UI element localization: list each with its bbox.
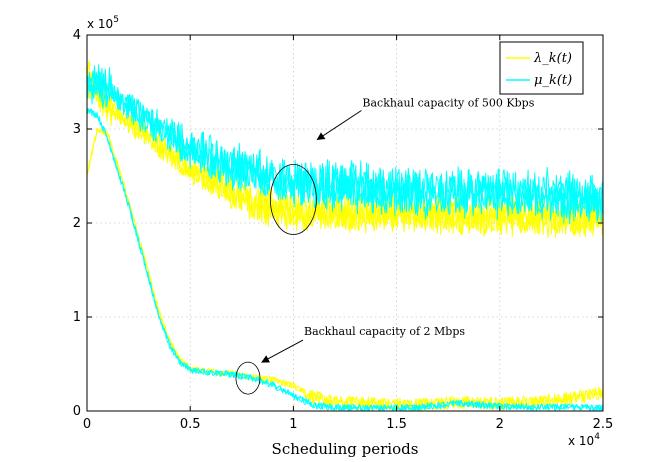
- x-tick-label: 0.5: [180, 417, 201, 432]
- x-tick-label: 1.5: [386, 417, 407, 432]
- legend: λ_k(t) μ_k(t): [499, 41, 584, 95]
- annotation-ellipse-500kbps: [269, 164, 317, 235]
- y-tick-label: 2: [73, 216, 81, 231]
- y-axis-multiplier: x 105: [87, 15, 119, 31]
- series-line-mu-500kbps: [86, 68, 604, 223]
- legend-box: [499, 41, 584, 95]
- x-tick-label: 1: [289, 417, 297, 432]
- annotations: Backhaul capacity of 500 Kbps Backhaul ca…: [235, 97, 535, 395]
- annotation-arrow-2mbps: [261, 339, 304, 363]
- y-tick-label: 0: [73, 404, 81, 419]
- x-axis-label: Scheduling periods: [272, 440, 419, 458]
- annotation-label-500kbps: Backhaul capacity of 500 Kbps: [362, 97, 534, 110]
- x-tick-label: 2: [496, 417, 504, 432]
- legend-label-lambda: λ_k(t): [533, 51, 572, 66]
- annotation-ellipse-2mbps: [235, 361, 261, 395]
- series-line-mu-2mbps: [86, 107, 604, 412]
- x-multiplier-base: x 10: [568, 434, 594, 448]
- x-tick-label: 0: [83, 417, 91, 432]
- y-tick-label: 4: [73, 28, 81, 43]
- x-axis-multiplier: x 104: [568, 432, 600, 448]
- series-group: [86, 61, 604, 412]
- x-multiplier-exponent: 4: [594, 432, 600, 442]
- y-multiplier-exponent: 5: [113, 15, 119, 25]
- axis-ticks: 0 0.5 1 1.5 2 2.5 0 1 2 3 4: [73, 28, 614, 432]
- legend-label-mu: μ_k(t): [534, 73, 572, 88]
- y-multiplier-base: x 10: [87, 17, 113, 31]
- x-tick-label: 2.5: [593, 417, 614, 432]
- y-tick-label: 3: [73, 122, 81, 137]
- y-tick-label: 1: [73, 310, 81, 325]
- series-line-lambda-2mbps: [86, 128, 604, 412]
- annotation-label-2mbps: Backhaul capacity of 2 Mbps: [304, 325, 465, 338]
- series-line-lambda-500kbps: [86, 61, 604, 239]
- annotation-arrow-500kbps: [316, 110, 362, 141]
